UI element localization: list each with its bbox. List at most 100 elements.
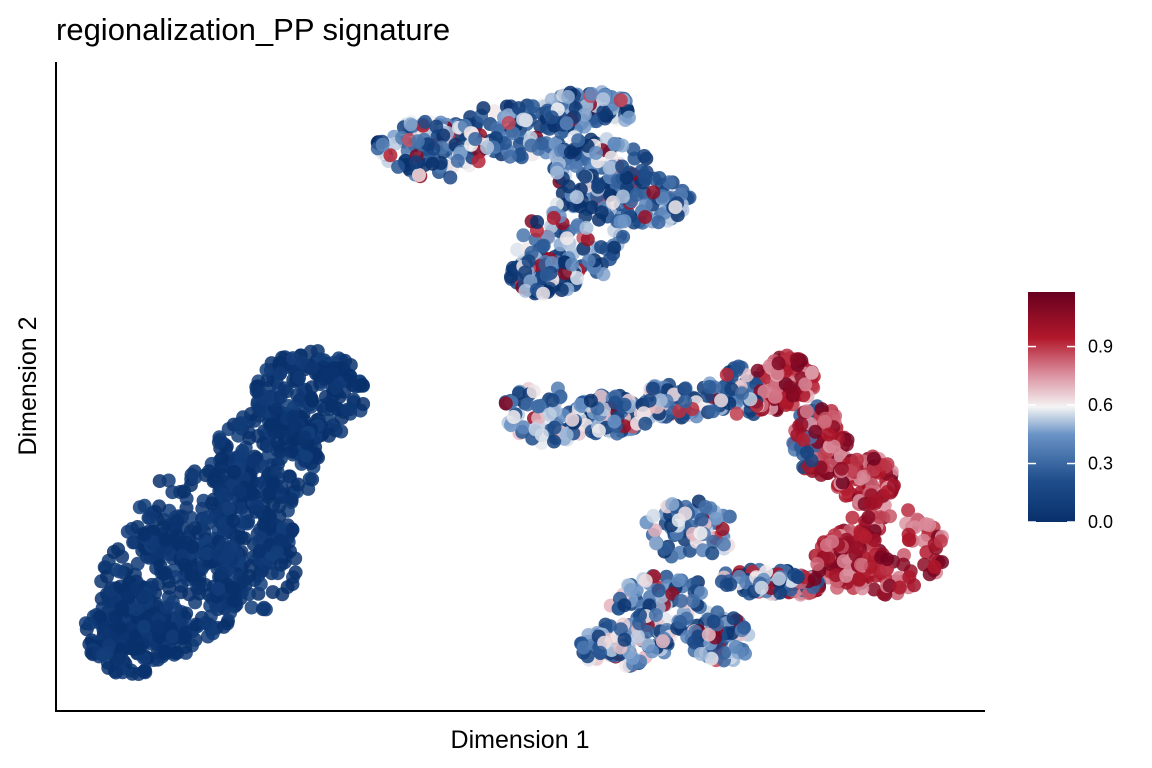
scatter-point (768, 389, 783, 404)
scatter-point (443, 170, 458, 185)
scatter-point (646, 185, 661, 200)
scatter-point (173, 585, 188, 600)
scatter-point (704, 651, 719, 666)
scatter-point (178, 625, 193, 640)
colorbar-tick-label: 0.3 (1088, 454, 1113, 474)
scatter-point (260, 373, 275, 388)
scatter-point (266, 477, 281, 492)
scatter-point (536, 286, 551, 301)
scatter-point (772, 571, 786, 586)
scatter-point (112, 620, 127, 635)
chart-title: regionalization_PP signature (56, 12, 450, 47)
scatter-point (221, 501, 236, 516)
scatter-point (480, 140, 495, 155)
scatter-point (102, 594, 116, 609)
scatter-point (179, 606, 194, 621)
scatter-point (429, 119, 444, 134)
scatter-point (571, 133, 586, 148)
scatter-point (281, 399, 296, 413)
scatter-point (565, 412, 580, 427)
scatter-point (559, 116, 574, 131)
scatter-point (883, 509, 897, 524)
scatter-point (191, 581, 206, 596)
scatter-point (450, 153, 465, 168)
scatter-point (636, 406, 651, 421)
scatter-point (211, 435, 226, 450)
scatter-point (706, 614, 721, 629)
scatter-point (577, 107, 592, 122)
scatter-point (256, 517, 271, 532)
scatter-points (78, 85, 949, 681)
scatter-point (265, 585, 280, 600)
scatter-point (510, 242, 525, 257)
scatter-point (739, 368, 754, 383)
scatter-point (678, 506, 693, 521)
scatter-point (927, 559, 942, 574)
scatter-point (409, 155, 423, 170)
scatter-point (578, 169, 593, 184)
scatter-point (607, 414, 622, 429)
scatter-point (554, 283, 569, 298)
scatter-point (273, 366, 288, 381)
scatter-point (184, 510, 199, 525)
scatter-point (651, 215, 666, 230)
scatter-point (863, 496, 878, 511)
scatter-point (687, 635, 702, 650)
scatter-point (629, 187, 644, 202)
scatter-point (200, 510, 215, 525)
scatter-point (789, 352, 804, 367)
scatter-point (215, 487, 229, 502)
scatter-point (101, 660, 116, 675)
scatter-point (724, 382, 739, 397)
scatter-point (355, 377, 370, 392)
scatter-point (257, 600, 271, 615)
scatter-point (810, 557, 825, 571)
scatter-point (288, 565, 303, 580)
scatter-point (646, 508, 661, 523)
scatter-point (726, 611, 741, 626)
scatter-point (594, 205, 609, 220)
scatter-point (244, 600, 259, 615)
scatter-point (170, 645, 185, 660)
scatter-point (602, 252, 617, 267)
scatter-point (576, 640, 591, 655)
scatter-point (112, 651, 126, 666)
scatter-point (137, 664, 152, 679)
scatter-point (199, 546, 214, 561)
scatter-point (750, 363, 765, 378)
scatter-point (723, 577, 738, 592)
scatter-point (901, 503, 916, 518)
scatter-point (215, 566, 230, 581)
scatter-point (227, 464, 242, 479)
scatter-point (594, 240, 609, 255)
scatter-point (591, 423, 606, 438)
scatter-point (297, 430, 312, 445)
scatter-point (880, 457, 895, 472)
scatter-point (526, 384, 541, 399)
scatter-point (161, 473, 176, 488)
scatter-point (285, 522, 300, 537)
scatter-point (617, 214, 632, 229)
scatter-point (754, 580, 769, 595)
scatter-point (412, 168, 426, 182)
scatter-point (693, 526, 708, 541)
scatter-point (686, 594, 701, 608)
scatter-point (668, 200, 683, 215)
scatter-point (652, 171, 667, 185)
scatter-point (506, 410, 521, 424)
scatter-point (221, 547, 236, 562)
scatter-point (861, 510, 876, 525)
scatter-point (340, 402, 355, 417)
scatter-point (705, 546, 720, 561)
scatter-point (579, 220, 594, 235)
scatter-point (737, 620, 751, 635)
scatter-point (852, 572, 867, 587)
scatter-point (834, 461, 849, 476)
scatter-point (907, 578, 921, 593)
scatter-point (130, 556, 145, 571)
scatter-point (152, 499, 167, 514)
scatter-point (717, 645, 732, 660)
scatter-point (565, 257, 580, 272)
scatter-point (808, 424, 823, 439)
scatter-point (709, 511, 723, 526)
